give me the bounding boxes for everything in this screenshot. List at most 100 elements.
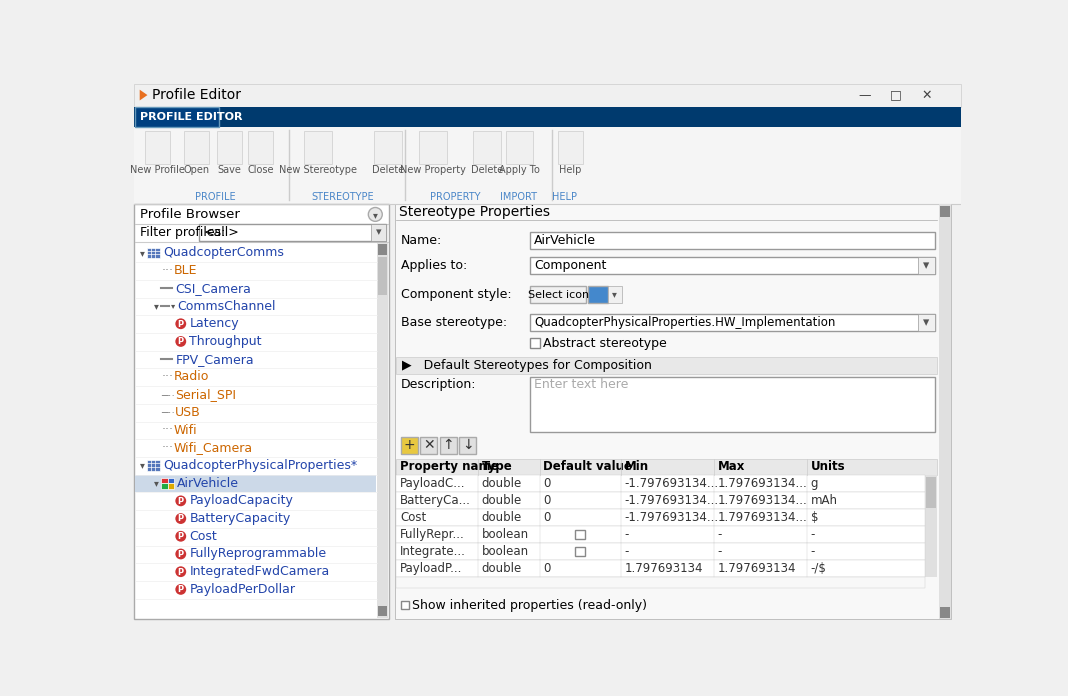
Text: 0: 0: [544, 512, 551, 524]
Bar: [473, 132, 501, 164]
Text: Cost: Cost: [400, 512, 426, 524]
Text: boolean: boolean: [482, 528, 529, 541]
Bar: [199, 223, 387, 241]
Text: ▾: ▾: [923, 316, 929, 329]
Text: double: double: [482, 494, 522, 507]
Text: IntegratedFwdCamera: IntegratedFwdCamera: [189, 565, 330, 578]
Bar: [248, 132, 273, 164]
Text: Delete: Delete: [471, 165, 503, 175]
Bar: [396, 543, 925, 560]
Text: FullyReprogrammable: FullyReprogrammable: [189, 548, 327, 560]
Bar: [161, 477, 168, 483]
Text: -/$: -/$: [811, 562, 827, 575]
Bar: [420, 437, 437, 454]
Text: □: □: [891, 88, 902, 102]
Bar: [371, 223, 387, 241]
Bar: [917, 314, 934, 331]
Text: 0: 0: [544, 494, 551, 507]
Text: PROFILE: PROFILE: [194, 193, 235, 203]
Circle shape: [175, 513, 186, 524]
Text: Units: Units: [811, 461, 846, 473]
Text: P: P: [177, 532, 184, 541]
Bar: [134, 127, 961, 204]
Text: Filter profiles:: Filter profiles:: [140, 226, 225, 239]
Text: P: P: [177, 319, 184, 329]
Bar: [940, 206, 949, 216]
Text: ▾: ▾: [140, 248, 144, 258]
Bar: [400, 601, 409, 610]
Text: 1.797693134...: 1.797693134...: [718, 494, 807, 507]
Text: double: double: [482, 477, 522, 491]
Bar: [459, 437, 476, 454]
Bar: [531, 338, 539, 347]
Text: Open: Open: [184, 165, 209, 175]
Text: -: -: [811, 528, 815, 541]
Text: PayloadPerDollar: PayloadPerDollar: [189, 583, 295, 596]
Text: Wifi_Camera: Wifi_Camera: [174, 441, 253, 454]
Text: ↑: ↑: [442, 438, 454, 452]
Bar: [168, 483, 174, 489]
Bar: [396, 475, 925, 492]
Bar: [396, 459, 938, 475]
Text: IMPORT: IMPORT: [500, 193, 537, 203]
Bar: [576, 530, 584, 539]
Bar: [134, 205, 389, 619]
Text: double: double: [482, 512, 522, 524]
Text: 1.797693134: 1.797693134: [625, 562, 704, 575]
Text: 0: 0: [544, 477, 551, 491]
Text: ▾: ▾: [154, 478, 158, 488]
Text: P: P: [177, 585, 184, 594]
Bar: [147, 248, 160, 258]
Bar: [145, 132, 170, 164]
Bar: [377, 243, 388, 618]
Text: ▾: ▾: [612, 290, 617, 299]
Text: <all>: <all>: [203, 226, 239, 239]
Text: +: +: [404, 438, 415, 452]
Text: 1.797693134...: 1.797693134...: [718, 477, 807, 491]
Bar: [378, 244, 387, 255]
Text: P: P: [177, 514, 184, 523]
Text: —: —: [859, 88, 871, 102]
Text: ▾: ▾: [376, 227, 381, 237]
Text: Property name: Property name: [400, 461, 499, 473]
Text: Delete: Delete: [372, 165, 404, 175]
Circle shape: [175, 496, 186, 506]
Text: Max: Max: [718, 461, 745, 473]
Bar: [531, 286, 586, 303]
Text: Show inherited properties (read-only): Show inherited properties (read-only): [412, 599, 647, 612]
Text: QuadcopterComms: QuadcopterComms: [163, 246, 284, 260]
Bar: [926, 477, 937, 508]
Text: ···: ···: [161, 441, 173, 454]
Text: Enter text here: Enter text here: [534, 378, 629, 391]
Text: Integrate...: Integrate...: [400, 545, 466, 558]
Bar: [925, 475, 938, 577]
Bar: [396, 560, 925, 577]
Text: $: $: [811, 512, 818, 524]
Bar: [217, 132, 242, 164]
Bar: [374, 132, 402, 164]
Text: QuadcopterPhysicalProperties*: QuadcopterPhysicalProperties*: [163, 459, 357, 472]
Text: mAh: mAh: [811, 494, 838, 507]
Text: ▾: ▾: [140, 461, 144, 470]
Text: Profile Browser: Profile Browser: [140, 208, 239, 221]
Bar: [939, 205, 952, 619]
Text: AirVehicle: AirVehicle: [534, 234, 596, 247]
Text: AirVehicle: AirVehicle: [177, 477, 239, 490]
Text: PROPERTY: PROPERTY: [430, 193, 481, 203]
Text: Abstract stereotype: Abstract stereotype: [543, 336, 666, 349]
Bar: [608, 286, 622, 303]
Text: ─··: ─··: [161, 407, 175, 418]
Text: P: P: [177, 550, 184, 559]
Bar: [917, 257, 934, 274]
Text: ✕: ✕: [423, 438, 435, 452]
Text: -1.797693134...: -1.797693134...: [625, 494, 719, 507]
Bar: [135, 475, 376, 492]
Text: ▶   Default Stereotypes for Composition: ▶ Default Stereotypes for Composition: [403, 359, 653, 372]
Text: ···: ···: [161, 424, 173, 436]
Circle shape: [175, 318, 186, 329]
Text: Base stereotype:: Base stereotype:: [400, 316, 507, 329]
Bar: [559, 132, 583, 164]
Text: QuadcopterPhysicalProperties.HW_Implementation: QuadcopterPhysicalProperties.HW_Implemen…: [534, 316, 835, 329]
Text: -: -: [811, 545, 815, 558]
Circle shape: [175, 548, 186, 560]
